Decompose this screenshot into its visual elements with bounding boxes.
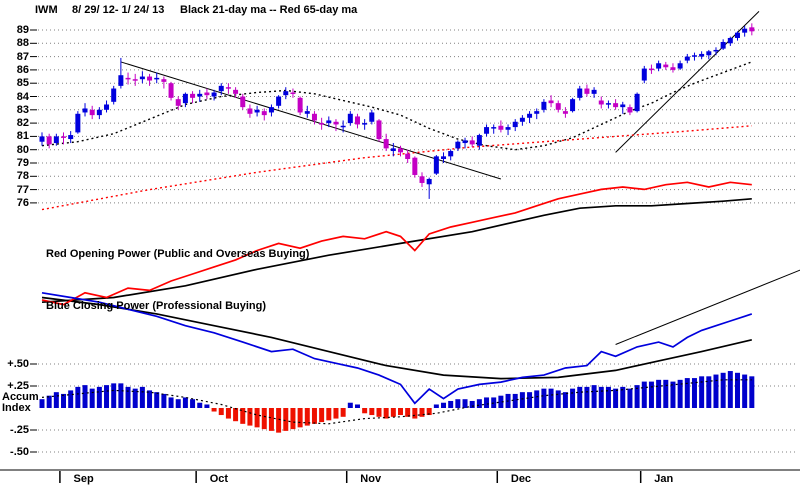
opening-power-label: Red Opening Power (Public and Overseas B… bbox=[46, 248, 310, 260]
month-label: Sep bbox=[73, 473, 94, 485]
trendlines bbox=[120, 11, 800, 345]
chart-symbol: IWM bbox=[35, 4, 58, 16]
month-label: Jan bbox=[654, 473, 674, 485]
accum-tick-label: +.50 bbox=[7, 358, 29, 370]
price-tick-label: 78 bbox=[16, 170, 29, 183]
ma-legend: Black 21-day ma -- Red 65-day ma bbox=[180, 4, 358, 16]
price-tick-label: 83 bbox=[16, 103, 29, 116]
price-tick-label: 77 bbox=[16, 183, 29, 196]
moving-averages bbox=[41, 61, 753, 211]
accum-tick-label: -.25 bbox=[10, 424, 29, 436]
accum-tick-label: +.25 bbox=[7, 380, 29, 392]
accum-index-bars bbox=[39, 371, 755, 433]
price-tick-label: 82 bbox=[16, 117, 29, 130]
month-label: Nov bbox=[360, 473, 382, 485]
month-label: Oct bbox=[209, 473, 229, 485]
price-tick-label: 86 bbox=[16, 63, 29, 76]
time-axis bbox=[0, 469, 800, 483]
price-tick-label: 84 bbox=[16, 90, 29, 103]
price-tick-label: 80 bbox=[16, 143, 29, 156]
price-tick-label: 89 bbox=[16, 24, 29, 36]
price-tick-label: 81 bbox=[16, 130, 29, 143]
accum-tick-label: -.50 bbox=[10, 446, 29, 458]
price-tick-label: 79 bbox=[16, 157, 29, 169]
price-tick-label: 76 bbox=[16, 196, 29, 209]
price-tick-label: 88 bbox=[16, 37, 29, 50]
axis-ticks bbox=[30, 29, 37, 453]
price-tick-label: 85 bbox=[16, 77, 29, 90]
candlesticks bbox=[39, 23, 755, 199]
chart-date-range: 8/ 29/ 12- 1/ 24/ 13 bbox=[72, 4, 165, 16]
accum-index-label: Accum Index bbox=[2, 391, 39, 414]
power-lines bbox=[41, 181, 753, 405]
month-label: Dec bbox=[510, 473, 532, 485]
closing-power-label: Blue Closing Power (Professional Buying) bbox=[46, 300, 267, 312]
price-tick-label: 87 bbox=[16, 50, 29, 63]
